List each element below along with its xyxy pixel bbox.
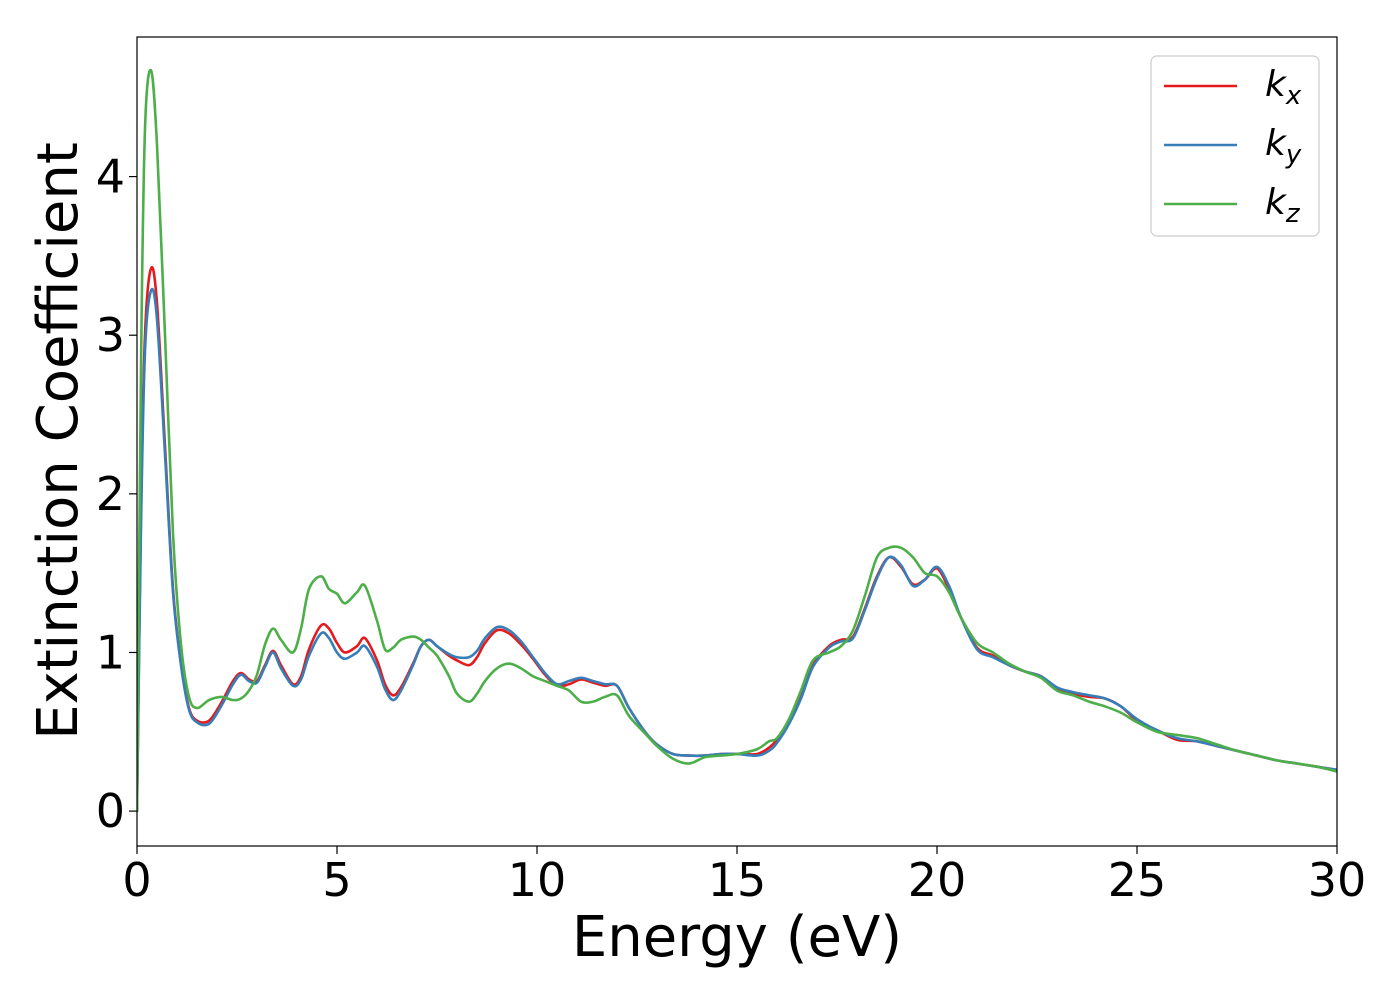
series-layer: [137, 68, 1337, 813]
y-axis-ticks: 0 1 2 3 4: [96, 150, 137, 838]
x-tick-label: 0: [122, 853, 151, 907]
x-tick-label: 10: [508, 853, 567, 907]
x-tick-label: 15: [708, 853, 767, 907]
x-axis-label: Energy (eV): [572, 905, 902, 970]
legend-label-ky: ky: [1265, 123, 1302, 170]
x-tick-label: 30: [1308, 853, 1367, 907]
legend-label-kz: kz: [1265, 182, 1301, 229]
y-tick-label: 1: [96, 625, 125, 679]
y-tick-label: 3: [96, 308, 125, 362]
x-tick-label: 5: [322, 853, 351, 907]
x-tick-label: 25: [1108, 853, 1167, 907]
y-axis-label: Extinction Coefficient: [26, 142, 91, 740]
x-axis-ticks: 0 5 10 15 20 25 30: [122, 846, 1366, 907]
x-tick-label: 20: [908, 853, 967, 907]
series-line-kz: [137, 68, 1337, 813]
y-tick-label: 2: [96, 467, 125, 521]
y-tick-label: 4: [96, 150, 125, 204]
legend-entries: kx ky kz: [1164, 64, 1302, 229]
legend: kx ky kz: [1150, 55, 1320, 237]
y-tick-label: 0: [96, 784, 125, 838]
legend-label-kx: kx: [1265, 64, 1302, 111]
